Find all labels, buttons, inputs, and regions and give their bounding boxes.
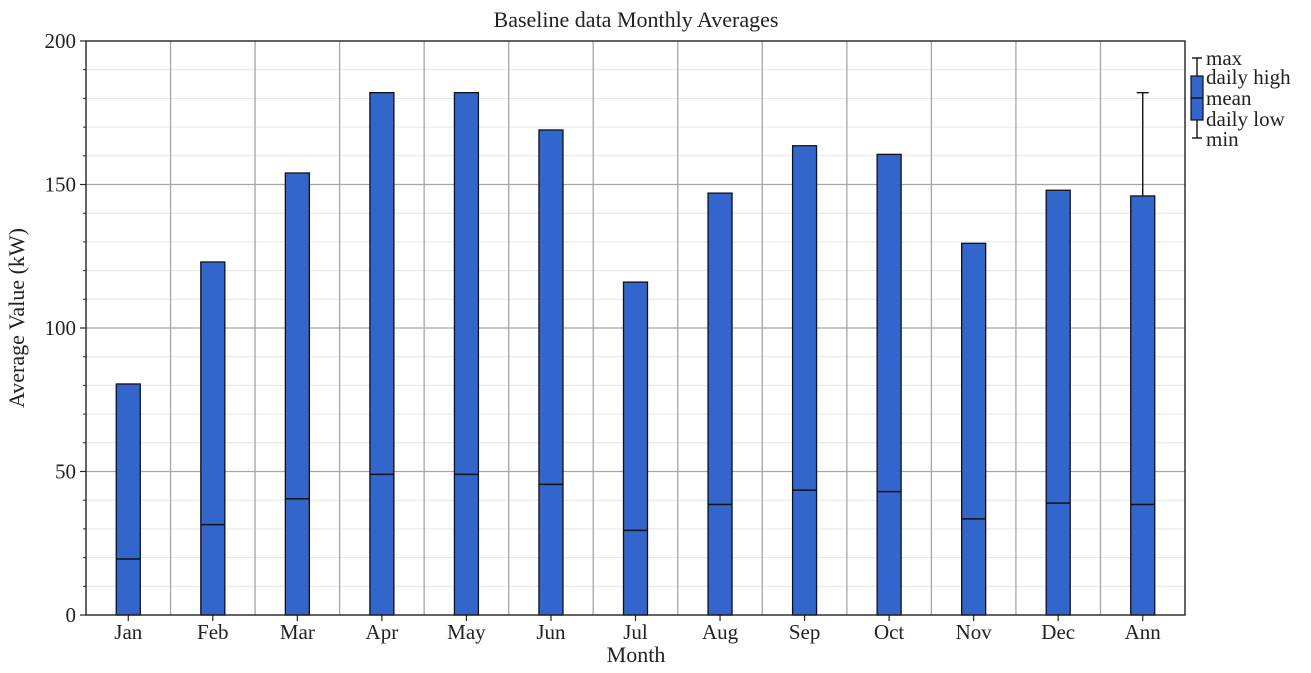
legend-label-daily-low: daily low <box>1206 107 1286 131</box>
chart-title: Baseline data Monthly Averages <box>494 7 779 32</box>
bar-may <box>453 92 480 616</box>
x-tick-label: Jan <box>114 620 142 644</box>
bar-aug <box>707 192 733 616</box>
bar-apr <box>369 92 395 616</box>
bar-oct <box>876 153 902 616</box>
legend-label-mean: mean <box>1206 86 1252 110</box>
bar-ann <box>1130 195 1156 616</box>
y-tick-label: 0 <box>66 603 77 627</box>
y-axis-label: Average Value (kW) <box>4 228 29 408</box>
bar-sep <box>791 145 818 616</box>
axes: Jan Feb Mar Apr May Jun Jul Aug Sep Oct Nov Dec Ann 0… <box>45 29 1186 644</box>
bar-mar <box>284 172 310 616</box>
x-tick-label: Jun <box>536 620 566 644</box>
bar-nov <box>961 242 987 616</box>
bar-jun <box>538 129 564 616</box>
bar-feb <box>200 261 226 616</box>
x-tick-label: Feb <box>197 620 229 644</box>
legend-label-min: min <box>1206 127 1239 151</box>
bars <box>115 91 1156 616</box>
y-tick-label: 100 <box>45 316 77 340</box>
x-tick-label: Nov <box>956 620 993 644</box>
x-tick-label: Dec <box>1041 620 1075 644</box>
x-tick-label: Jul <box>623 620 648 644</box>
x-axis-label: Month <box>607 642 666 667</box>
bar-dec <box>1045 189 1071 616</box>
bar-jan <box>115 383 141 616</box>
y-tick-label: 50 <box>55 460 76 484</box>
x-tick-label: Oct <box>874 620 904 644</box>
legend-label-daily-high: daily high <box>1206 65 1291 89</box>
x-tick-label: Apr <box>366 620 399 644</box>
bar-jul <box>622 281 649 616</box>
y-tick-label: 200 <box>45 29 77 53</box>
x-tick-label: Aug <box>702 620 739 644</box>
x-tick-label: Ann <box>1125 620 1162 644</box>
x-tick-label: May <box>447 620 486 644</box>
legend-label-max: max <box>1206 46 1243 70</box>
x-tick-label: Mar <box>280 620 315 644</box>
y-tick-label: 150 <box>45 173 77 197</box>
x-tick-label: Sep <box>789 620 821 644</box>
